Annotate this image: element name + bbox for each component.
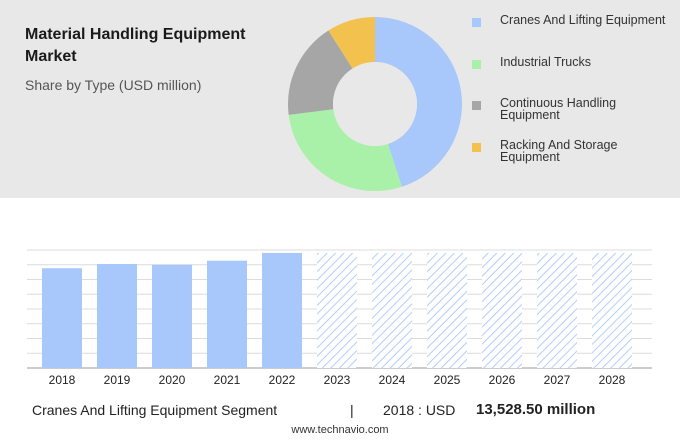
footer-value: 13,528.50 million bbox=[476, 401, 596, 418]
x-tick-label-2024: 2024 bbox=[379, 373, 406, 387]
forecast-bar-2024 bbox=[372, 252, 412, 368]
donut-hole bbox=[333, 62, 417, 146]
chart-subtitle: Share by Type (USD million) bbox=[25, 77, 202, 93]
donut-slice-cranes bbox=[375, 17, 462, 187]
legend-swatch-trucks bbox=[472, 60, 481, 69]
donut-slice-trucks bbox=[288, 109, 402, 191]
x-tick-label-2025: 2025 bbox=[434, 373, 461, 387]
forecast-bar-2023 bbox=[317, 252, 357, 368]
legend-swatch-continuous bbox=[472, 101, 481, 110]
bar-2022 bbox=[262, 252, 302, 368]
bar-2018 bbox=[42, 268, 82, 368]
chart-title: Material Handling Equipment Market bbox=[25, 26, 246, 65]
x-tick-label-2023: 2023 bbox=[324, 373, 351, 387]
footer-separator: | bbox=[350, 402, 354, 418]
footer-year-label: 2018 : USD bbox=[383, 402, 456, 418]
bar-chart: 2018 2019 2020 2021 2022 2023 2024 2025 2026 2027… bbox=[27, 249, 652, 387]
x-tick-label-2021: 2021 bbox=[214, 373, 241, 387]
forecast-bar-2027 bbox=[537, 252, 577, 368]
bar-2020 bbox=[152, 264, 192, 368]
donut-chart bbox=[288, 17, 462, 191]
donut-slice-continuous bbox=[288, 30, 353, 115]
x-tick-label-2027: 2027 bbox=[544, 373, 571, 387]
legend-label-cranes: Cranes And Lifting Equipment bbox=[500, 13, 666, 27]
x-tick-label-2020: 2020 bbox=[159, 373, 186, 387]
x-tick-label-2019: 2019 bbox=[104, 373, 131, 387]
forecast-bar-2025 bbox=[427, 252, 467, 368]
x-tick-label-2028: 2028 bbox=[599, 373, 626, 387]
legend-swatch-cranes bbox=[472, 18, 481, 27]
legend-label-trucks: Industrial Trucks bbox=[500, 55, 592, 69]
x-tick-label-2026: 2026 bbox=[489, 373, 516, 387]
x-tick-label-2018: 2018 bbox=[49, 373, 76, 387]
footer-segment: Cranes And Lifting Equipment Segment bbox=[32, 402, 278, 418]
bar-2021 bbox=[207, 260, 247, 368]
source-credit: www.technavio.com bbox=[291, 424, 389, 436]
bar-2019 bbox=[97, 264, 137, 368]
x-tick-label-2022: 2022 bbox=[269, 373, 296, 387]
legend-label-racking: Racking And Storage Equipment bbox=[500, 138, 618, 164]
legend-swatch-racking bbox=[472, 143, 481, 152]
legend-label-continuous: Continuous Handling Equipment bbox=[500, 96, 617, 122]
forecast-bar-2028 bbox=[592, 252, 632, 368]
donut-slice-racking bbox=[328, 17, 375, 69]
forecast-bar-2026 bbox=[482, 252, 522, 368]
